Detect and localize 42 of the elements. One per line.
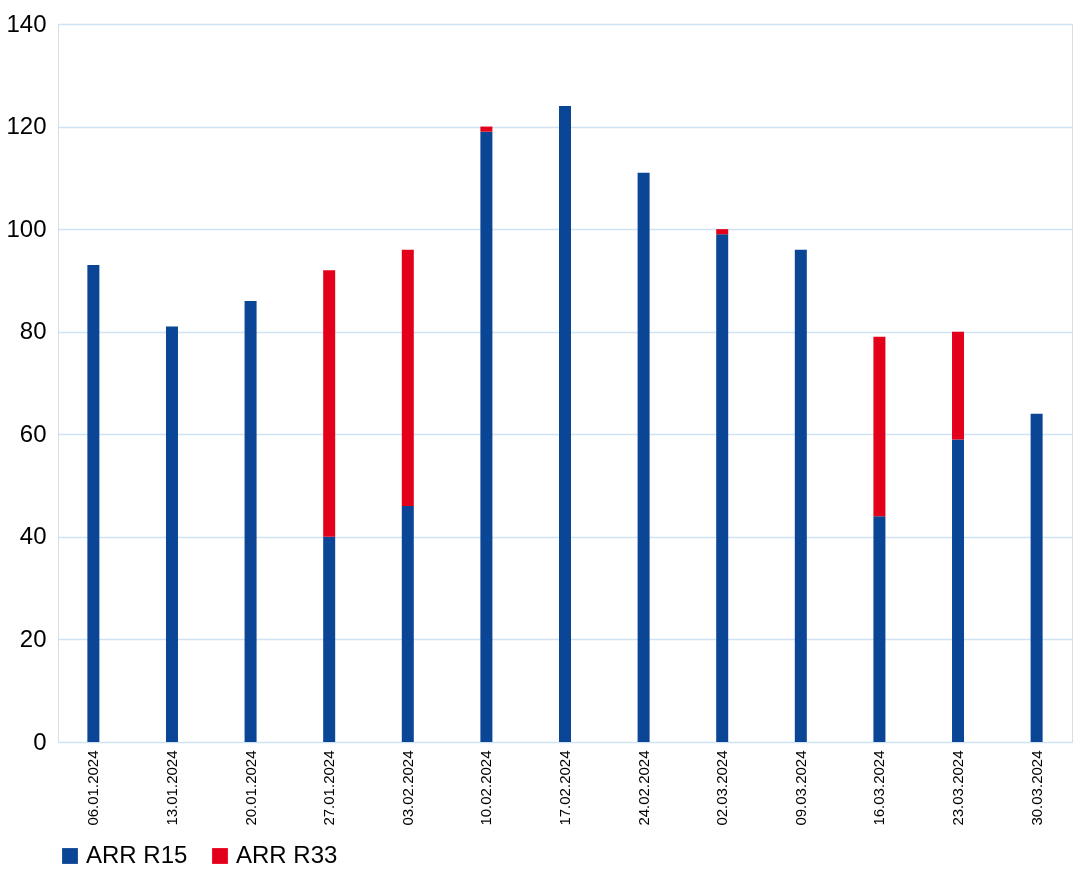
x-tick-label: 30.03.2024 bbox=[1027, 750, 1045, 826]
bar bbox=[480, 131, 493, 742]
bar bbox=[716, 234, 729, 742]
bar bbox=[873, 336, 886, 517]
bar bbox=[323, 536, 336, 742]
bar bbox=[244, 300, 257, 742]
bar bbox=[716, 229, 729, 235]
x-tick-label: 20.01.2024 bbox=[241, 750, 259, 826]
x-tick-label: 17.02.2024 bbox=[556, 750, 573, 826]
x-tick-label: 16.03.2024 bbox=[870, 750, 888, 826]
bar bbox=[165, 326, 178, 742]
y-tick-label: 120 bbox=[6, 112, 47, 140]
bar bbox=[559, 106, 571, 742]
bar bbox=[952, 331, 965, 440]
x-tick-label: 06.01.2024 bbox=[84, 750, 102, 826]
bar bbox=[480, 126, 493, 132]
bar bbox=[873, 516, 886, 742]
bar bbox=[401, 249, 414, 507]
y-tick-label: 0 bbox=[33, 727, 47, 755]
bar bbox=[637, 172, 650, 742]
bar bbox=[87, 265, 100, 742]
y-tick-label: 20 bbox=[19, 624, 47, 652]
bar bbox=[323, 270, 336, 537]
legend-label: ARR R15 bbox=[86, 841, 188, 868]
y-tick-label: 40 bbox=[19, 522, 47, 550]
y-tick-label: 80 bbox=[19, 317, 47, 345]
y-tick-label: 100 bbox=[6, 214, 47, 242]
x-tick-label: 02.03.2024 bbox=[713, 750, 731, 826]
y-tick-label: 140 bbox=[6, 9, 47, 37]
x-tick-label: 09.03.2024 bbox=[791, 750, 809, 826]
bar bbox=[952, 439, 965, 742]
bar bbox=[1030, 413, 1043, 742]
legend-label: ARR R33 bbox=[236, 841, 338, 868]
x-tick-label: 10.02.2024 bbox=[477, 750, 495, 826]
x-tick-label: 13.01.2024 bbox=[162, 750, 180, 826]
bar bbox=[794, 249, 807, 742]
x-tick-label: 03.02.2024 bbox=[398, 750, 416, 826]
y-tick-label: 60 bbox=[19, 419, 47, 447]
x-tick-label: 24.02.2024 bbox=[634, 750, 652, 826]
x-tick-label: 27.01.2024 bbox=[320, 750, 338, 826]
x-tick-label: 23.03.2024 bbox=[949, 750, 967, 826]
bar bbox=[401, 506, 414, 742]
